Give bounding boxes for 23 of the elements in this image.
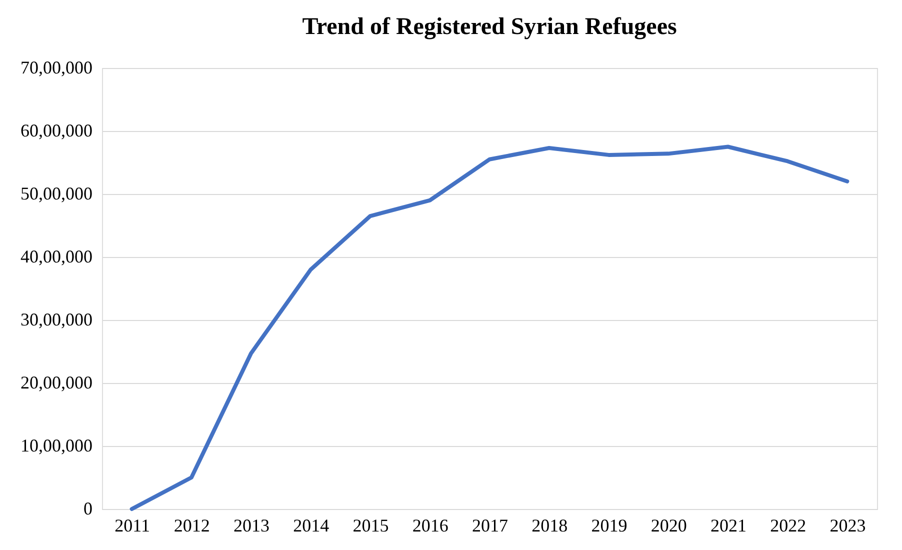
y-tick-label: 50,00,000 (20, 184, 92, 204)
x-tick-label: 2019 (591, 516, 628, 536)
x-tick-label: 2017 (472, 516, 508, 536)
x-tick-label: 2018 (532, 516, 568, 536)
y-tick-label: 0 (84, 498, 92, 518)
x-tick-label: 2015 (352, 516, 389, 536)
x-tick-label: 2012 (174, 516, 210, 536)
x-tick-label: 2011 (114, 516, 150, 536)
x-tick-label: 2022 (770, 516, 806, 536)
chart-title: Trend of Registered Syrian Refugees (302, 14, 677, 40)
x-tick-label: 2016 (412, 516, 448, 536)
x-tick-label: 2021 (710, 516, 746, 536)
y-tick-label: 40,00,000 (20, 246, 92, 266)
x-tick-label: 2020 (650, 516, 687, 536)
x-tick-label: 2023 (830, 516, 866, 536)
y-tick-label: 30,00,000 (20, 310, 92, 330)
y-tick-label: 70,00,000 (20, 58, 92, 78)
x-tick-label: 2013 (234, 516, 270, 536)
y-tick-label: 10,00,000 (20, 436, 92, 456)
y-tick-label: 60,00,000 (20, 120, 92, 140)
y-tick-label: 20,00,000 (20, 372, 92, 392)
line-series (130, 144, 850, 511)
x-tick-label: 2014 (293, 516, 330, 536)
